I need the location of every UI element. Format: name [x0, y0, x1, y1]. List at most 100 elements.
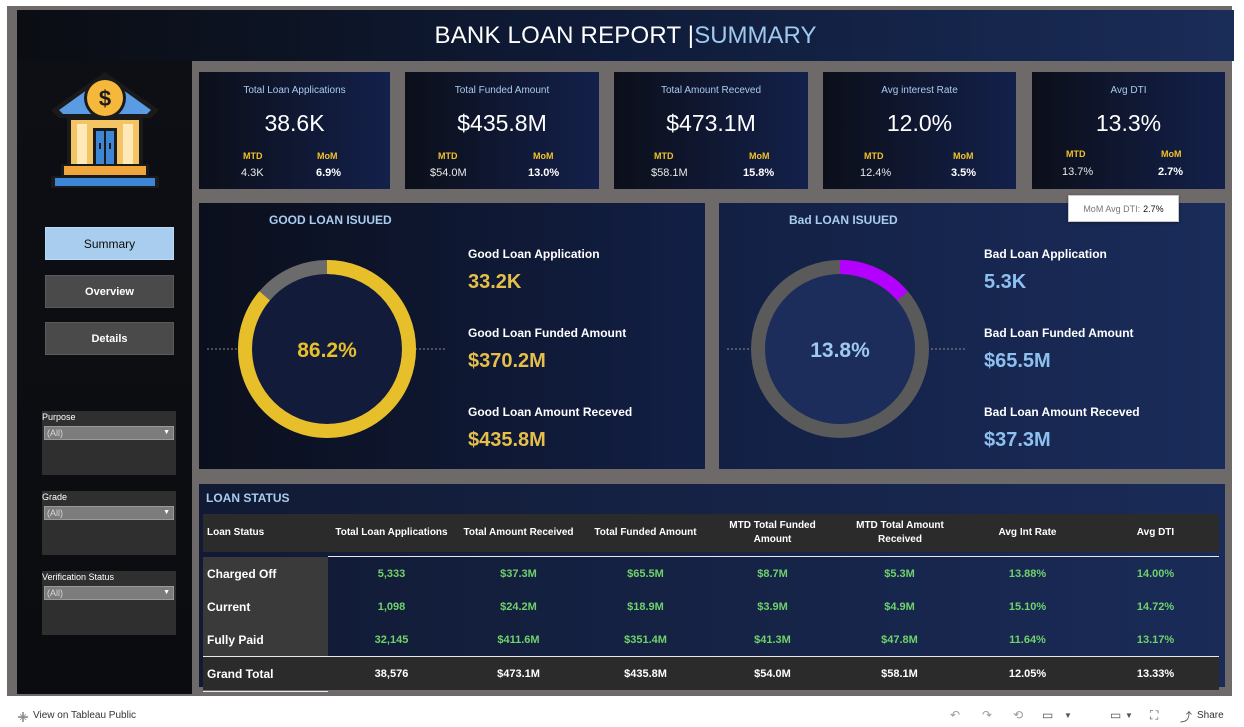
filter-purpose: Purpose (All) ▼	[42, 411, 176, 475]
kpi-title: Total Loan Applications	[243, 85, 346, 96]
kpi-title: Total Funded Amount	[454, 85, 550, 96]
donut-center	[245, 267, 409, 431]
cell: 13.17%	[1136, 633, 1175, 646]
cell: 5,333	[377, 567, 406, 580]
kpi-card-avg-dti[interactable]: Avg DTI 13.3% MTD 13.7% MoM 2.7%	[1032, 72, 1225, 189]
revert-icon[interactable]: ⟲	[1013, 708, 1024, 722]
good-loan-donut[interactable]: 86.2%	[199, 243, 449, 453]
table-row[interactable]: Charged Off 5,333 $37.3M $65.5M $8.7M $5…	[203, 557, 1219, 590]
kpi-mtd-value: 4.3K	[241, 167, 264, 179]
cell: $473.1M	[497, 667, 540, 680]
chevron-down-icon[interactable]: ▼	[1125, 711, 1133, 720]
nav-details-button[interactable]: Details	[45, 322, 174, 355]
bad-loan-funded-value: $65.5M	[984, 350, 1051, 372]
cell: 38,576	[374, 667, 409, 680]
fullscreen-icon[interactable]: ⛶	[1150, 708, 1159, 722]
nav-summary-button[interactable]: Summary	[45, 227, 174, 260]
dashboard-frame: BANK LOAN REPORT | SUMMARY $ Summary Ov	[7, 6, 1234, 696]
kpi-mom-value: 3.5%	[951, 167, 977, 179]
row-label: Charged Off	[203, 557, 328, 590]
kpi-value: 12.0%	[886, 110, 953, 136]
kpi-mom-label: MoM	[317, 151, 338, 161]
kpi-mtd-label: MTD	[243, 151, 263, 161]
row-label: Fully Paid	[203, 623, 328, 656]
kpi-card-total-loan-applications[interactable]: Total Loan Applications 38.6K MTD 4.3K M…	[199, 72, 390, 189]
kpi-mtd-label: MTD	[654, 151, 674, 161]
header-total-loan-applications[interactable]: Total Loan Applications	[335, 527, 448, 538]
cell: $54.0M	[754, 667, 791, 680]
share-button[interactable]: Share	[1197, 710, 1224, 721]
cell: $24.2M	[500, 600, 537, 613]
filter-grade-select[interactable]: (All) ▼	[44, 506, 174, 520]
svg-text:$: $	[99, 86, 111, 111]
dashboard-header: BANK LOAN REPORT | SUMMARY	[17, 10, 1234, 61]
kpi-mom-label: MoM	[1161, 149, 1182, 159]
chevron-down-icon: ▼	[163, 429, 170, 436]
kpi-mom-value: 13.0%	[528, 167, 560, 179]
header-mtd-total-funded-amount[interactable]: MTD Total Funded Amount	[729, 520, 816, 545]
cell: 11.64%	[1009, 633, 1046, 646]
kpi-value: $435.8M	[457, 110, 547, 136]
kpi-mom-value: 6.9%	[316, 167, 342, 179]
header-loan-status[interactable]: Loan Status	[207, 527, 265, 538]
chevron-down-icon[interactable]: ▼	[1064, 711, 1072, 720]
kpi-card-avg-interest-rate[interactable]: Avg interest Rate 12.0% MTD 12.4% MoM 3.…	[823, 72, 1016, 189]
row-label: Grand Total	[203, 657, 328, 690]
header-mtd-total-amount-received[interactable]: MTD Total Amount Received	[856, 520, 944, 545]
table-row[interactable]: Current 1,098 $24.2M $18.9M $3.9M $4.9M …	[203, 590, 1219, 623]
bad-loan-percent: 13.8%	[810, 339, 870, 362]
cell: $3.9M	[757, 600, 788, 613]
chevron-down-icon: ▼	[163, 509, 170, 516]
cell: $37.3M	[500, 567, 537, 580]
table-header: Loan Status Total Loan Applications Tota…	[203, 514, 1219, 552]
good-loan-application-label: Good Loan Application	[468, 247, 600, 261]
tooltip-value: 2.7%	[1143, 203, 1164, 214]
tooltip-mom-avg-dti: MoM Avg DTI: 2.7%	[1068, 195, 1179, 222]
bad-loan-received-value: $37.3M	[984, 429, 1051, 451]
table-row[interactable]: Fully Paid 32,145 $411.6M $351.4M $41.3M…	[203, 623, 1219, 656]
cell: $435.8M	[624, 667, 667, 680]
kpi-title: Total Amount Receved	[660, 85, 762, 96]
bad-loan-funded-label: Bad Loan Funded Amount	[984, 326, 1134, 340]
loan-status-panel: LOAN STATUS Loan Status Total Loan Appli…	[199, 484, 1225, 692]
undo-icon[interactable]: ↶	[950, 708, 961, 722]
donut-arc-bad	[751, 260, 929, 438]
tableau-footer: View on Tableau Public ↶ ↷ ⟲ ▭ ▼ ▭ ▼ ⛶ ⤴…	[0, 700, 1244, 724]
cell: 1,098	[377, 600, 406, 613]
good-loan-funded-label: Good Loan Funded Amount	[468, 326, 627, 340]
nav-overview-button[interactable]: Overview	[45, 275, 174, 308]
filter-verification-select[interactable]: (All) ▼	[44, 586, 174, 600]
kpi-card-total-funded-amount[interactable]: Total Funded Amount $435.8M MTD $54.0M M…	[405, 72, 599, 189]
cell: $4.9M	[884, 600, 915, 613]
cell: $47.8M	[881, 633, 918, 646]
header-total-amount-received[interactable]: Total Amount Received	[463, 527, 574, 538]
bad-loan-title: Bad LOAN ISUUED	[789, 213, 898, 227]
header-avg-dti[interactable]: Avg DTI	[1136, 527, 1175, 538]
kpi-value: $473.1M	[666, 110, 756, 136]
donut-center	[758, 267, 922, 431]
header-avg-int-rate[interactable]: Avg Int Rate	[998, 527, 1057, 538]
row-label: Current	[203, 590, 328, 623]
kpi-mom-label: MoM	[749, 151, 770, 161]
good-loan-funded-value: $370.2M	[468, 350, 546, 372]
redo-icon[interactable]: ↷	[982, 708, 993, 722]
kpi-card-total-amount-received[interactable]: Total Amount Receved $473.1M MTD $58.1M …	[614, 72, 808, 189]
report-title: BANK LOAN REPORT |	[434, 21, 695, 49]
tooltip-label: MoM Avg DTI:	[1083, 203, 1141, 214]
filter-purpose-select[interactable]: (All) ▼	[44, 426, 174, 440]
view-on-tableau-link[interactable]: View on Tableau Public	[33, 710, 137, 721]
bad-loan-donut[interactable]: 13.8%	[719, 243, 969, 453]
pause-updates-icon[interactable]: ▭	[1042, 708, 1054, 722]
cell: 13.33%	[1136, 667, 1175, 680]
share-icon[interactable]: ⤴	[1180, 710, 1193, 724]
cell: 15.10%	[1008, 600, 1047, 613]
good-loan-application-value: 33.2K	[468, 271, 522, 293]
good-loan-received-value: $435.8M	[468, 429, 546, 451]
device-preview-icon[interactable]: ▭	[1110, 708, 1122, 722]
cell: 14.72%	[1136, 600, 1175, 613]
kpi-title: Avg interest Rate	[881, 85, 958, 96]
table-row-grand-total[interactable]: Grand Total 38,576 $473.1M $435.8M $54.0…	[203, 657, 1219, 690]
kpi-mom-label: MoM	[533, 151, 554, 161]
header-total-funded-amount[interactable]: Total Funded Amount	[594, 527, 697, 538]
filter-purpose-value: (All)	[47, 428, 63, 438]
